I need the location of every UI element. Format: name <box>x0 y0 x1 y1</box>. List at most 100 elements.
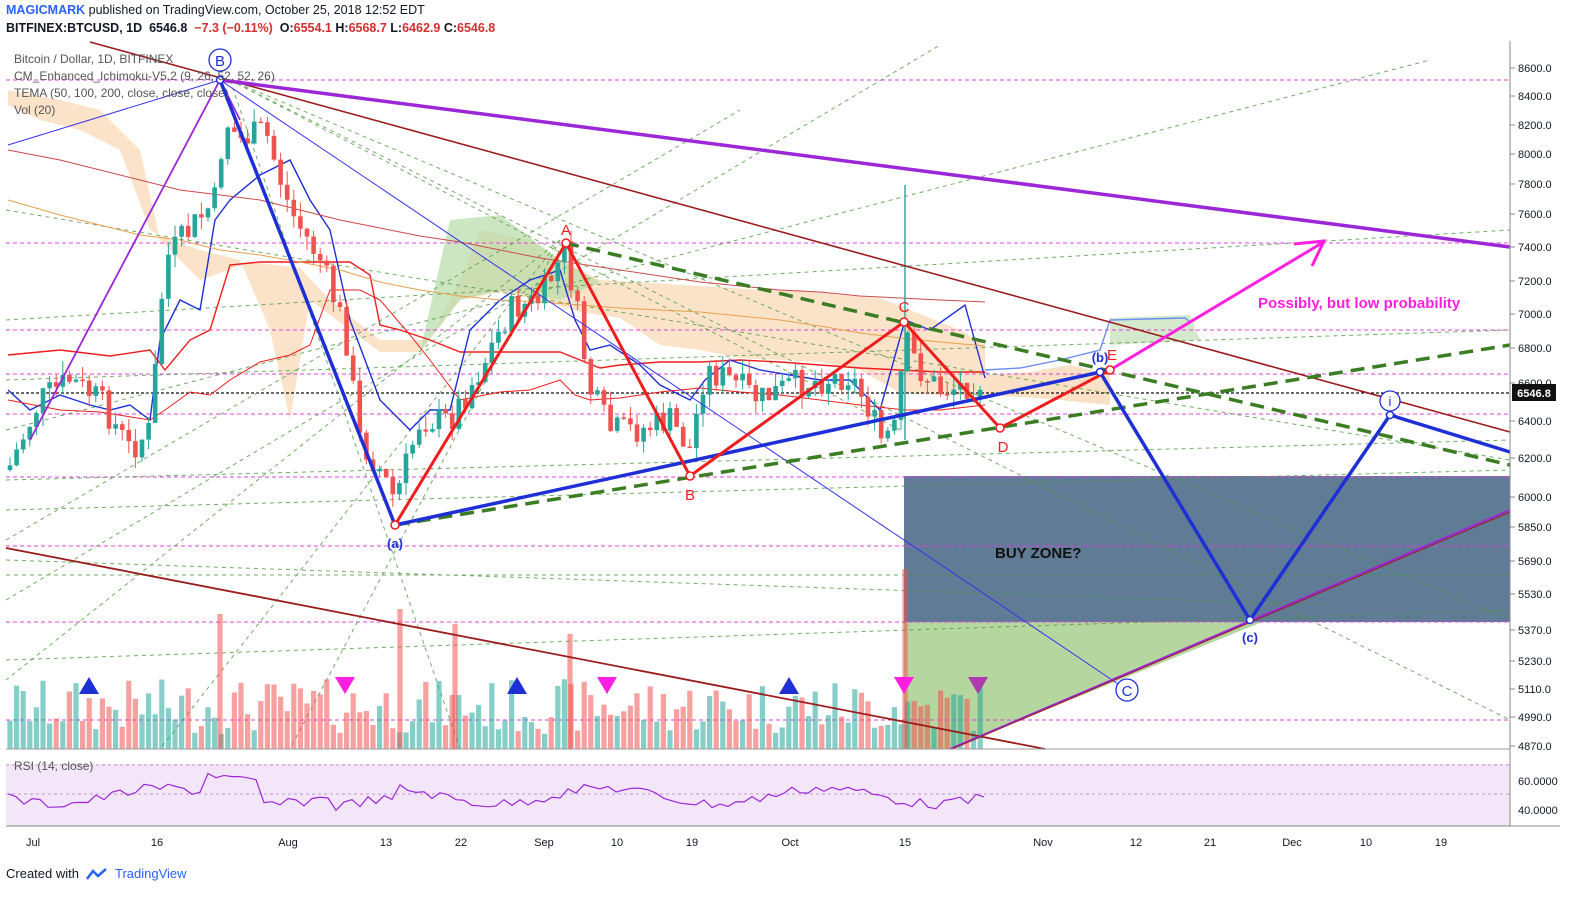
volume-bar <box>456 695 462 749</box>
upper-resistance-line[interactable] <box>89 41 1511 433</box>
volume-bar <box>522 717 528 749</box>
volume-bar <box>443 725 449 749</box>
volume-bar <box>172 719 178 749</box>
volume-bar <box>918 706 924 749</box>
candle-body <box>423 429 429 432</box>
volume-bar <box>165 708 171 749</box>
candle-body <box>476 382 481 386</box>
volume-bar <box>786 706 792 749</box>
time-axis[interactable]: Jul 16 Aug 13 22 Sep 10 19 Oct 15 Nov 12 21 Dec 10 19 <box>26 837 1447 849</box>
volume-bar <box>205 707 211 749</box>
author-name[interactable]: MAGICMARK <box>6 3 86 17</box>
volume-bar <box>390 728 396 749</box>
candle-body <box>179 225 184 237</box>
volume-bar <box>476 705 482 749</box>
candle-body <box>918 353 924 382</box>
rsi-line <box>7 772 985 812</box>
volume-bar <box>594 716 600 749</box>
volume-bar <box>575 730 581 749</box>
y-tick-label: 5230.0 <box>1518 656 1552 668</box>
price-axis[interactable]: 8600.0 8400.0 8200.0 8000.0 7800.0 7600.0 7400… <box>1510 63 1558 817</box>
volume-bar <box>271 684 277 749</box>
volume-bar <box>707 696 713 749</box>
candle-body <box>674 408 679 427</box>
volume-bar <box>337 732 343 749</box>
candle-body <box>832 374 838 384</box>
pivot-label: B <box>685 487 695 504</box>
x-tick-label: Sep <box>534 837 554 849</box>
candle-body <box>199 214 204 218</box>
candle-body <box>548 275 554 282</box>
candle-body <box>20 439 26 450</box>
candle-body <box>938 376 943 394</box>
y-tick-label: 6800.0 <box>1518 343 1552 355</box>
legend-ichimoku[interactable]: CM_Enhanced_Ichimoku-V5.2 (9, 26, 52, 52… <box>14 69 275 83</box>
candle-body <box>760 387 765 402</box>
y-tick-label: 7800.0 <box>1518 179 1552 191</box>
volume-bar <box>73 683 79 749</box>
lower-support-line[interactable] <box>5 547 1046 750</box>
candle-body <box>819 380 825 394</box>
open-value: 6554.1 <box>293 21 332 35</box>
volume-bar <box>192 732 198 749</box>
legend-title[interactable]: Bitcoin / Dollar, 1D, BITFINEX <box>14 52 174 66</box>
candle-body <box>40 388 46 414</box>
candle-body <box>152 364 158 423</box>
legend-volume[interactable]: Vol (20) <box>14 103 56 117</box>
candle-body <box>245 138 250 144</box>
candle-body <box>436 409 442 430</box>
volume-bar <box>60 721 66 749</box>
green-wedge-lower[interactable] <box>394 343 1511 527</box>
candle-body <box>845 385 851 390</box>
candle-body <box>509 295 514 332</box>
candle-body <box>377 468 382 472</box>
x-tick-label: 10 <box>1360 837 1372 849</box>
purple-trendline[interactable] <box>219 78 1511 249</box>
open-label: O: <box>279 21 294 35</box>
price-change: −7.3 (−0.11%) <box>194 21 273 35</box>
candle-body <box>304 228 310 237</box>
volume-bar <box>47 723 53 749</box>
purple-support-line[interactable] <box>949 509 1511 750</box>
volume-bar <box>251 730 257 749</box>
rsi-legend[interactable]: RSI (14, close) <box>14 759 94 773</box>
legend-tema[interactable]: TEMA (50, 100, 200, close, close, close) <box>14 86 229 100</box>
candle-body <box>700 394 706 414</box>
volume-bar <box>324 679 330 749</box>
rsi-tick-label: 40.0000 <box>1518 805 1558 817</box>
volume-bar <box>132 698 138 749</box>
tradingview-brand[interactable]: TradingView <box>114 866 187 881</box>
volume-bar <box>720 701 726 749</box>
volume-bar <box>806 716 812 749</box>
candle-body <box>27 427 33 440</box>
last-price-badge-text: 6546.8 <box>1517 388 1551 400</box>
green-wedge-upper[interactable] <box>564 241 1511 467</box>
volume-bar <box>819 724 825 749</box>
volume-bar <box>766 723 772 749</box>
last-price-badge <box>1512 384 1556 401</box>
volume-bar <box>567 634 573 749</box>
pivot-label: B <box>215 53 225 70</box>
volume-bar <box>621 711 627 749</box>
low-label: L: <box>390 21 403 35</box>
volume-bar <box>429 722 435 749</box>
volume-bar <box>225 728 231 749</box>
volume-bar <box>304 703 310 749</box>
candles[interactable] <box>7 109 983 507</box>
candle-body <box>654 412 660 431</box>
candle-body <box>133 441 138 458</box>
volume-bar <box>885 724 891 749</box>
buy-signal-icon <box>507 677 527 694</box>
candle-body <box>212 187 217 209</box>
y-tick-label: 6000.0 <box>1518 492 1552 504</box>
candle-body <box>443 409 448 414</box>
candle-body <box>185 225 191 237</box>
candle-body <box>449 413 455 429</box>
volume-bar <box>902 569 908 749</box>
candle-body <box>192 214 198 237</box>
x-tick-label: 22 <box>455 837 467 849</box>
volume-bar <box>515 731 521 749</box>
wave-b-base <box>394 368 1111 527</box>
volume-bar <box>139 714 145 749</box>
